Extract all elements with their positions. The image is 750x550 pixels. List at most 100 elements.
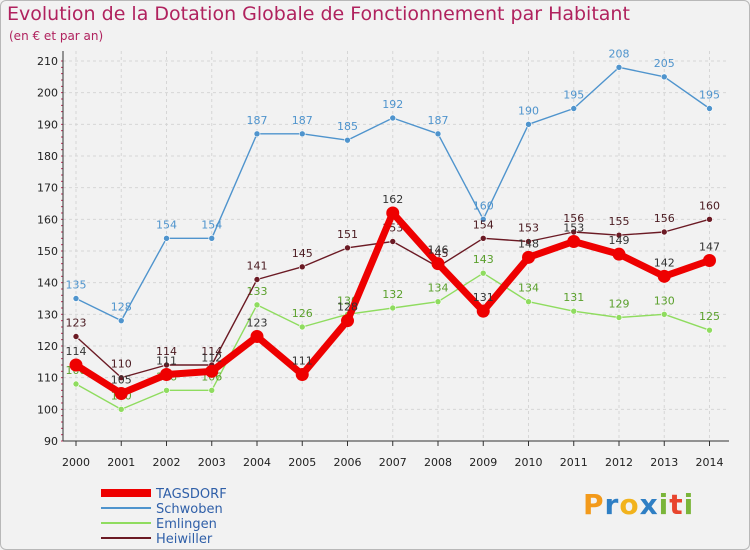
data-label-tagsdorf: 112: [201, 351, 222, 364]
data-label-schwoben: 185: [337, 120, 358, 133]
data-label-schwoben: 187: [292, 114, 313, 127]
y-tick-label: 120: [37, 340, 58, 353]
data-point-schwoben: [570, 105, 578, 112]
data-point-tagsdorf: [69, 358, 83, 372]
data-point-heiwiller: [479, 235, 487, 242]
data-point-emlingen: [253, 301, 261, 309]
y-tick-label: 170: [37, 182, 58, 195]
data-label-tagsdorf: 146: [428, 244, 449, 257]
data-point-emlingen: [706, 326, 713, 334]
chart-title: Evolution de la Dotation Globale de Fonc…: [7, 3, 630, 25]
y-tick-label: 190: [37, 118, 58, 131]
x-tick-label: 2005: [288, 456, 316, 469]
data-point-emlingen: [72, 380, 80, 388]
data-label-heiwiller: 160: [699, 199, 720, 212]
data-label-schwoben: 187: [428, 114, 449, 127]
data-point-tagsdorf: [612, 247, 626, 261]
data-point-schwoben: [660, 73, 668, 81]
x-tick-label: 2007: [379, 456, 407, 469]
data-point-heiwiller: [72, 333, 80, 340]
data-point-schwoben: [706, 105, 713, 112]
data-point-schwoben: [298, 130, 306, 138]
data-point-tagsdorf: [205, 364, 219, 378]
logo-letter-r: r: [604, 488, 620, 521]
data-point-emlingen: [117, 406, 125, 413]
y-tick-label: 130: [37, 308, 58, 321]
data-label-emlingen: 132: [382, 288, 403, 301]
x-tick-label: 2012: [605, 456, 633, 469]
data-point-emlingen: [389, 304, 397, 312]
data-point-tagsdorf: [341, 314, 354, 328]
data-point-tagsdorf: [431, 257, 445, 271]
data-point-heiwiller: [389, 238, 397, 245]
data-label-heiwiller: 110: [111, 358, 132, 371]
data-label-emlingen: 131: [563, 291, 584, 304]
data-label-emlingen: 125: [699, 310, 720, 323]
logo-letter-i2: i: [683, 488, 695, 521]
data-point-schwoben: [72, 295, 80, 302]
data-label-tagsdorf: 131: [473, 291, 494, 304]
x-tick-label: 2002: [153, 456, 181, 469]
data-label-emlingen: 129: [609, 298, 630, 311]
data-label-schwoben: 135: [66, 279, 87, 292]
data-label-heiwiller: 156: [654, 212, 675, 225]
legend-label-emlingen: Emlingen: [156, 517, 217, 532]
logo-letter-t: t: [669, 488, 684, 521]
data-point-tagsdorf: [522, 250, 535, 264]
data-point-tagsdorf: [476, 304, 490, 318]
data-label-tagsdorf: 114: [66, 345, 87, 358]
x-tick-label: 2013: [650, 456, 678, 469]
data-label-heiwiller: 145: [292, 247, 313, 260]
legend-label-schwoben: Schwoben: [156, 502, 223, 517]
logo-letter-o: o: [619, 488, 640, 521]
data-point-tagsdorf: [567, 235, 581, 248]
data-label-heiwiller: 123: [66, 317, 87, 330]
x-tick-label: 2014: [696, 456, 724, 469]
logo-letter-i: i: [658, 488, 670, 521]
data-label-schwoben: 205: [654, 57, 675, 70]
data-label-heiwiller: 155: [609, 215, 630, 228]
data-label-schwoben: 195: [699, 89, 720, 102]
data-point-tagsdorf: [160, 368, 173, 381]
x-tick-label: 2011: [560, 456, 588, 469]
data-label-heiwiller: 154: [473, 218, 494, 231]
data-label-tagsdorf: 162: [382, 193, 403, 206]
data-point-tagsdorf: [250, 330, 264, 343]
data-point-tagsdorf: [386, 206, 400, 220]
data-point-tagsdorf: [114, 387, 128, 400]
data-label-schwoben: 160: [473, 199, 494, 212]
y-tick-label: 140: [37, 277, 58, 290]
data-label-heiwiller: 114: [156, 345, 177, 358]
x-tick-label: 2010: [515, 456, 543, 469]
data-point-heiwiller: [706, 216, 713, 223]
data-label-schwoben: 208: [609, 47, 630, 60]
data-point-schwoben: [344, 136, 351, 144]
data-label-tagsdorf: 148: [518, 237, 539, 250]
data-point-emlingen: [660, 311, 668, 318]
data-label-emlingen: 130: [654, 294, 675, 307]
data-label-tagsdorf: 142: [654, 256, 675, 269]
y-tick-label: 210: [37, 55, 58, 68]
proxiti-logo: Proxiti: [583, 488, 694, 521]
logo-letter-p: P: [583, 488, 605, 521]
data-point-schwoben: [479, 216, 487, 223]
data-point-heiwiller: [253, 276, 261, 283]
data-label-tagsdorf: 105: [111, 374, 132, 387]
data-point-tagsdorf: [657, 269, 671, 283]
data-label-tagsdorf: 128: [337, 301, 358, 314]
x-tick-label: 2001: [107, 456, 135, 469]
data-label-schwoben: 154: [201, 218, 222, 231]
legend-label-tagsdorf: TAGSDORF: [155, 487, 227, 502]
data-label-schwoben: 195: [563, 89, 584, 102]
data-label-emlingen: 134: [428, 282, 449, 295]
data-label-schwoben: 187: [247, 114, 268, 127]
data-label-heiwiller: 153: [518, 222, 539, 235]
logo-letter-x: x: [639, 488, 659, 521]
data-point-schwoben: [389, 114, 397, 122]
data-point-emlingen: [298, 323, 306, 331]
data-label-heiwiller: 151: [337, 228, 358, 241]
data-label-tagsdorf: 111: [156, 355, 177, 368]
data-point-emlingen: [434, 298, 442, 305]
data-label-schwoben: 154: [156, 218, 177, 231]
